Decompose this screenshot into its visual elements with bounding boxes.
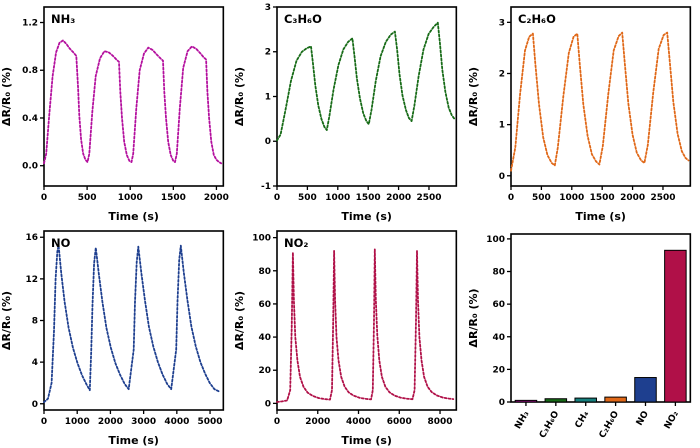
svg-text:NO: NO xyxy=(635,409,651,427)
svg-text:2500: 2500 xyxy=(417,193,442,203)
svg-text:20: 20 xyxy=(259,366,272,376)
chart-nh3-response: 0.0 0.4 0.8 1.2 ΔR/R₀ (%) 0 500 1000 1500 2000 Tim… xyxy=(0,6,229,223)
svg-text:ΔR/R₀ (%): ΔR/R₀ (%) xyxy=(467,67,480,126)
svg-text:Time (s): Time (s) xyxy=(342,210,393,223)
svg-text:1.2: 1.2 xyxy=(22,19,38,29)
svg-text:NH₃: NH₃ xyxy=(51,12,75,26)
chart-c2h6o-response: 0 1 2 3 ΔR/R₀ (%) 0 500 1000 1500 2000 2500 Time (s… xyxy=(467,6,691,223)
svg-text:ΔR/R₀ (%): ΔR/R₀ (%) xyxy=(0,291,13,350)
svg-text:80: 80 xyxy=(492,268,505,278)
svg-text:0.4: 0.4 xyxy=(22,114,38,124)
svg-text:4000: 4000 xyxy=(164,417,189,427)
svg-text:500: 500 xyxy=(78,193,97,203)
svg-text:3000: 3000 xyxy=(131,417,156,427)
chart-no2-response: 0 20 40 60 80 100 ΔR/R₀ (%) 0 2000 4000 6000 8000 Ti… xyxy=(233,230,458,447)
svg-text:NH₃: NH₃ xyxy=(513,409,531,430)
svg-text:8000: 8000 xyxy=(428,417,453,427)
svg-text:Time (s): Time (s) xyxy=(108,434,159,447)
svg-text:4: 4 xyxy=(32,358,38,368)
svg-text:12: 12 xyxy=(25,275,38,285)
svg-text:20: 20 xyxy=(492,365,505,375)
svg-text:0: 0 xyxy=(274,417,280,427)
svg-text:0: 0 xyxy=(265,137,271,147)
chart-response-comparison-bar: 0 20 40 60 80 100 ΔR/R₀ (%) NH₃ C₃H₆O CH₄ C₂H₆O NO N… xyxy=(467,233,691,440)
svg-text:Time (s): Time (s) xyxy=(575,210,626,223)
svg-text:Time (s): Time (s) xyxy=(342,434,393,447)
svg-text:C₂H₆O: C₂H₆O xyxy=(518,12,556,26)
svg-text:-1: -1 xyxy=(261,182,271,192)
svg-text:500: 500 xyxy=(532,193,551,203)
svg-text:1000: 1000 xyxy=(559,193,584,203)
svg-text:NO₂: NO₂ xyxy=(662,409,680,431)
svg-text:6000: 6000 xyxy=(387,417,412,427)
svg-text:40: 40 xyxy=(492,333,505,343)
svg-text:5000: 5000 xyxy=(198,417,223,427)
svg-text:40: 40 xyxy=(259,333,272,343)
svg-text:2000: 2000 xyxy=(620,193,645,203)
chart-no-response: 0 4 8 12 16 ΔR/R₀ (%) 0 1000 2000 3000 4000 5000 Tim… xyxy=(0,230,225,447)
svg-text:2000: 2000 xyxy=(386,193,411,203)
svg-text:1000: 1000 xyxy=(65,417,90,427)
svg-text:1: 1 xyxy=(498,121,504,131)
svg-text:0: 0 xyxy=(41,417,47,427)
panel-nh3: 0.0 0.4 0.8 1.2 ΔR/R₀ (%) 0 500 1000 1500 2000 Tim… xyxy=(0,0,233,224)
svg-text:3: 3 xyxy=(498,18,504,28)
svg-text:2500: 2500 xyxy=(650,193,675,203)
svg-text:0: 0 xyxy=(508,193,514,203)
svg-text:2: 2 xyxy=(498,69,504,79)
svg-text:1500: 1500 xyxy=(356,193,381,203)
svg-text:NO₂: NO₂ xyxy=(284,236,308,250)
svg-text:1500: 1500 xyxy=(161,193,186,203)
svg-text:4000: 4000 xyxy=(346,417,371,427)
svg-text:0: 0 xyxy=(32,400,38,410)
svg-text:C₂H₆O: C₂H₆O xyxy=(597,409,621,440)
svg-text:C₃H₆O: C₃H₆O xyxy=(284,12,322,26)
svg-text:60: 60 xyxy=(259,300,272,310)
panel-no2: 0 20 40 60 80 100 ΔR/R₀ (%) 0 2000 4000 6000 8000 Ti… xyxy=(233,224,466,448)
svg-text:ΔR/R₀ (%): ΔR/R₀ (%) xyxy=(233,67,246,126)
svg-text:Time (s): Time (s) xyxy=(108,210,159,223)
svg-text:16: 16 xyxy=(25,233,38,243)
svg-text:NO: NO xyxy=(51,236,71,250)
svg-text:2000: 2000 xyxy=(98,417,123,427)
svg-text:ΔR/R₀ (%): ΔR/R₀ (%) xyxy=(0,67,13,126)
svg-text:ΔR/R₀ (%): ΔR/R₀ (%) xyxy=(233,291,246,350)
svg-text:0: 0 xyxy=(265,399,271,409)
svg-text:2000: 2000 xyxy=(306,417,331,427)
svg-text:1000: 1000 xyxy=(118,193,143,203)
svg-text:CH₄: CH₄ xyxy=(573,409,591,430)
svg-text:60: 60 xyxy=(492,300,505,310)
svg-text:2000: 2000 xyxy=(204,193,229,203)
svg-text:1500: 1500 xyxy=(589,193,614,203)
svg-text:ΔR/R₀ (%): ΔR/R₀ (%) xyxy=(467,288,480,347)
panel-no: 0 4 8 12 16 ΔR/R₀ (%) 0 1000 2000 3000 4000 5000 Tim… xyxy=(0,224,233,448)
svg-text:0.8: 0.8 xyxy=(22,66,38,76)
panel-response-bar: 0 20 40 60 80 100 ΔR/R₀ (%) NH₃ C₃H₆O CH₄ C₂H₆O NO N… xyxy=(467,224,700,448)
svg-text:500: 500 xyxy=(298,193,317,203)
svg-text:1000: 1000 xyxy=(326,193,351,203)
svg-text:8: 8 xyxy=(32,317,38,327)
svg-text:0.0: 0.0 xyxy=(22,162,38,172)
svg-text:C₃H₆O: C₃H₆O xyxy=(538,409,562,440)
panel-c2h6o: 0 1 2 3 ΔR/R₀ (%) 0 500 1000 1500 2000 2500 Time (s… xyxy=(467,0,700,224)
svg-text:80: 80 xyxy=(259,267,272,277)
svg-text:0: 0 xyxy=(274,193,280,203)
svg-text:0: 0 xyxy=(498,398,504,408)
svg-text:0: 0 xyxy=(41,193,47,203)
svg-text:0: 0 xyxy=(498,172,504,182)
panel-c3h6o: -1 0 1 2 3 ΔR/R₀ (%) 0 500 1000 1500 2000 2500 Time … xyxy=(233,0,466,224)
svg-text:3: 3 xyxy=(265,3,271,13)
svg-text:100: 100 xyxy=(253,234,272,244)
svg-text:100: 100 xyxy=(486,235,505,245)
svg-text:2: 2 xyxy=(265,48,271,58)
svg-text:1: 1 xyxy=(265,93,271,103)
